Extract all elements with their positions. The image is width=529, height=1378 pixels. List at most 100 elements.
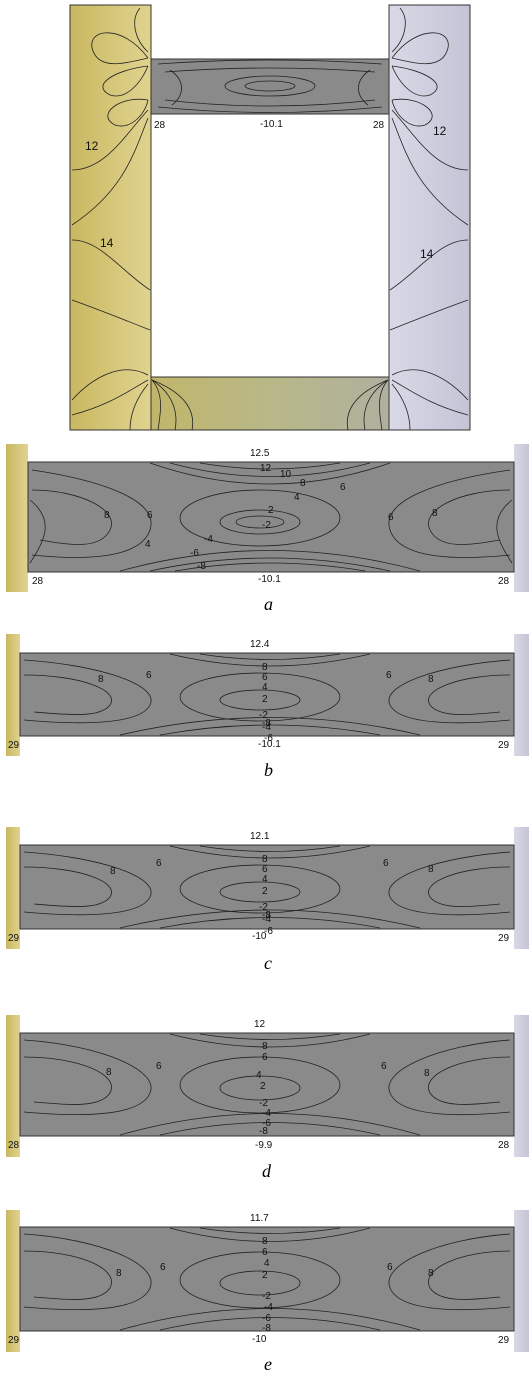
right-col-label-14: 14 [420,247,434,261]
panel-bottom-value: -10.1 [258,739,281,750]
panel-right-corner: 29 [498,1335,510,1346]
panel-top-value: 11.7 [250,1213,269,1224]
contour-label: -6 [264,926,273,937]
frame-beam-value: -10.1 [260,119,283,130]
side-label: 6 [147,510,153,521]
panel-left-corner: 28 [8,1140,20,1151]
contour-label: 6 [262,672,268,683]
contour-label: -4 [262,914,271,925]
bottom-beam [150,376,390,431]
contour-label: -2 [262,1291,271,1302]
right-column [388,4,471,431]
contour-label: 8 [262,1041,268,1052]
panel-caption: a [264,594,273,614]
panel-top-value: 12.1 [250,831,270,842]
panel-e: 11.7 8 6 4 2 -2 -4 -6 -8 8 6 6 8 -10 29 … [6,1210,529,1374]
panel-top-value: 12.4 [250,639,270,650]
side-label: 8 [110,866,116,877]
left-column [69,4,152,431]
panel-caption: c [264,953,272,973]
panel-beam [19,844,515,930]
panel-beam [19,1032,515,1137]
contour-label: -6 [262,1313,271,1324]
panel-bottom-value: -9.9 [255,1140,273,1151]
side-label: 6 [160,1262,166,1273]
right-column-contours [389,7,469,431]
panel-left-column [6,444,28,592]
contour-label: -8 [262,910,271,921]
contour-label: 2 [268,505,274,516]
side-label: 8 [104,510,110,521]
right-col-label-12: 12 [433,124,447,138]
contour-label: -2 [259,902,268,913]
panel-contours [29,462,513,572]
panel-top-value: 12 [254,1019,266,1030]
contour-label: 2 [262,1270,268,1281]
panel-left-column [6,827,20,949]
bottom-beam-contours [151,379,389,431]
contour-label: 2 [262,694,268,705]
panel-left-column [6,1210,20,1352]
panel-right-column [514,634,529,756]
panel-right-column [514,444,529,592]
contour-label: 12 [260,463,272,474]
contour-label: 8 [262,1236,268,1247]
panel-contours [23,845,511,929]
panel-right-corner: 29 [498,740,510,751]
contour-label: 4 [264,1258,270,1269]
side-label: 8 [428,1268,434,1279]
contour-label: -4 [262,722,271,733]
contour-label: 8 [300,478,306,489]
contour-label: 2 [260,1081,266,1092]
side-label: 8 [428,864,434,875]
contour-label: -8 [262,718,271,729]
contour-label: -2 [259,710,268,721]
side-label: 6 [146,670,152,681]
contour-label: 4 [256,1070,262,1081]
panel-bottom-value: -10 [252,931,267,942]
side-label: 6 [386,670,392,681]
side-label: 8 [98,674,104,685]
panel-contours [23,1033,511,1136]
contour-label: -4 [262,1108,271,1119]
contour-label: -6 [190,548,199,559]
left-column-contours [71,7,151,431]
side-label: 8 [432,508,438,519]
panel-caption: d [262,1161,272,1181]
side-label: 6 [156,858,162,869]
panel-bottom-value: -10 [252,1334,267,1345]
contour-label: 6 [262,1247,268,1258]
panel-contours [23,653,511,736]
contour-label: -8 [259,1126,268,1137]
panel-right-corner: 28 [498,1140,510,1151]
contour-label: -2 [259,1098,268,1109]
contour-label: 4 [294,492,300,503]
left-col-label-14: 14 [100,236,114,250]
panel-b: 12.4 8 6 4 2 -2 -4 -6 -8 8 6 6 8 -10.1 2… [6,634,529,780]
panel-top-value: 12.5 [250,448,270,459]
frame-diagram: -10.1 28 28 12 14 12 14 [69,4,471,431]
contour-label: -2 [262,520,271,531]
side-label: 8 [424,1068,430,1079]
contour-label: 6 [340,482,346,493]
panel-d: 12 8 6 4 2 -2 -4 -6 -8 8 6 6 8 -9.9 28 2… [6,1015,529,1181]
side-label: 6 [383,858,389,869]
panel-a: 12.5 12 10 8 4 6 2 -2 -4 -6 -8 8 6 4 6 8… [6,444,529,614]
panel-left-corner: 28 [32,576,44,587]
panel-caption: e [264,1354,272,1374]
side-label: 8 [428,674,434,685]
contour-label: 8 [262,854,268,865]
panel-right-corner: 29 [498,933,510,944]
panel-right-column [514,1210,529,1352]
panel-beam [19,1226,515,1332]
side-label: 6 [156,1061,162,1072]
contour-label: -6 [264,733,273,744]
contour-label: 8 [262,662,268,673]
panel-left-corner: 29 [8,740,20,751]
panel-bottom-value: -10.1 [258,574,281,585]
panel-right-column [514,827,529,949]
top-beam-contours [157,59,383,113]
panel-left-column [6,1015,20,1157]
side-label: 4 [145,539,151,550]
